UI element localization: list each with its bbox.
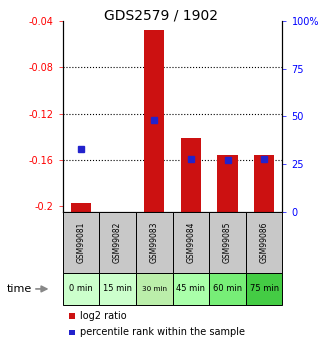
Text: 15 min: 15 min: [103, 284, 132, 294]
Bar: [246, 273, 282, 305]
Bar: [144, 30, 164, 212]
Text: GSM99083: GSM99083: [150, 221, 159, 263]
Text: 30 min: 30 min: [142, 286, 167, 292]
Bar: [63, 212, 99, 273]
Bar: [217, 155, 238, 212]
Bar: [99, 273, 136, 305]
Bar: [209, 273, 246, 305]
Text: 0 min: 0 min: [69, 284, 93, 294]
Bar: [181, 138, 201, 212]
Text: log2 ratio: log2 ratio: [80, 311, 126, 321]
Text: percentile rank within the sample: percentile rank within the sample: [80, 327, 245, 337]
Bar: [209, 212, 246, 273]
Text: time: time: [6, 284, 32, 294]
Text: GSM99082: GSM99082: [113, 222, 122, 263]
Text: GSM99085: GSM99085: [223, 221, 232, 263]
Bar: [136, 273, 173, 305]
Text: GSM99086: GSM99086: [260, 221, 269, 263]
Text: 45 min: 45 min: [176, 284, 205, 294]
Bar: [136, 212, 173, 273]
Bar: [173, 212, 209, 273]
Bar: [254, 155, 274, 212]
Text: GSM99084: GSM99084: [187, 221, 195, 263]
Text: GSM99081: GSM99081: [76, 222, 85, 263]
Text: 60 min: 60 min: [213, 284, 242, 294]
Bar: [246, 212, 282, 273]
Bar: [63, 273, 99, 305]
Text: 75 min: 75 min: [250, 284, 279, 294]
Bar: [71, 203, 91, 212]
Text: GDS2579 / 1902: GDS2579 / 1902: [103, 9, 218, 23]
Bar: [173, 273, 209, 305]
Bar: [99, 212, 136, 273]
